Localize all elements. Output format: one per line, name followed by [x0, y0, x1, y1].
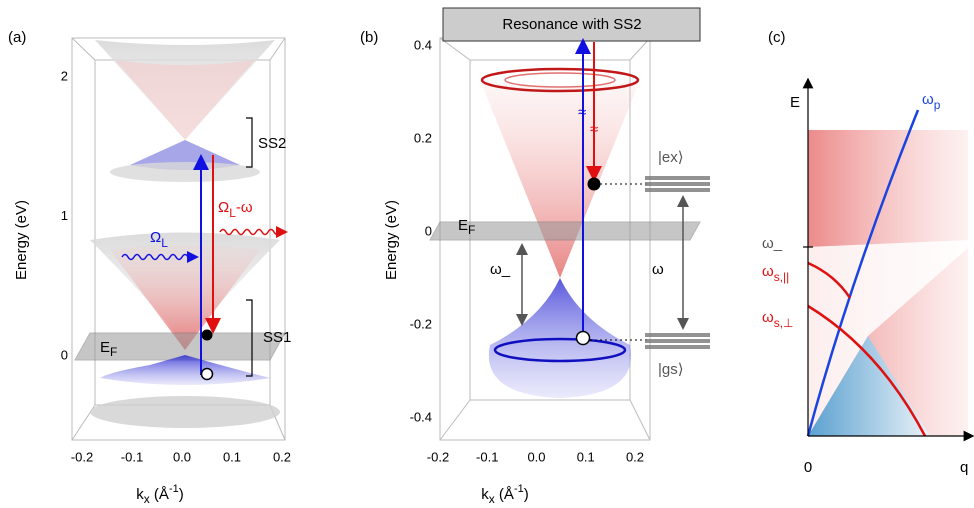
approx-blue: ≈: [578, 104, 586, 121]
ef-label: EF: [100, 339, 117, 359]
bulk-red: [110, 245, 260, 350]
panel-b: (b) Resonance with SS2 ≈ ≈ |ex⟩ |gs⟩ ω ω…: [360, 7, 710, 506]
x-tick-label: 0.2: [273, 449, 291, 464]
electron: [201, 329, 213, 341]
hole: [200, 367, 214, 381]
x-tick-label: 0.2: [626, 449, 644, 464]
panel-label: (b): [360, 29, 378, 46]
x-tick-label: -0.2: [71, 449, 93, 464]
panel-label: (c): [768, 29, 786, 46]
emission-wave: [219, 226, 288, 238]
ticks: 0 1 2 -0.2 -0.1 0.0 0.1 0.2: [61, 68, 291, 464]
e-axis-label: E: [790, 94, 800, 111]
y-tick-label: 0.4: [414, 37, 432, 52]
y-tick-label: 2: [61, 68, 68, 83]
x-tick-label: 0.1: [577, 449, 595, 464]
dirac-cone-upper: [480, 80, 640, 278]
ex-level: [645, 176, 710, 192]
y-tick-label: 0.2: [414, 130, 432, 145]
panel-a: (a) SS2 SS1 EF ΩL ΩL-ω Energy (eV) kx (Å…: [8, 29, 291, 506]
omega-minus-label: ω_: [762, 235, 783, 252]
title-box: [442, 7, 701, 42]
x-axis-label: kx (Å-1): [136, 483, 183, 506]
omega-p-label: ωp: [922, 91, 941, 112]
y-tick-label: 0: [61, 347, 68, 362]
gap-region: [808, 240, 968, 436]
x-tick-label: -0.2: [427, 449, 449, 464]
approx-red: ≈: [590, 121, 598, 138]
box-frame: [439, 37, 651, 441]
ss2-bracket: [246, 117, 253, 168]
blue-region: [808, 336, 930, 436]
y-axis-label: Energy (eV): [383, 200, 400, 280]
lower-ring: [493, 337, 627, 363]
omega-label: ω: [652, 261, 664, 278]
ss1-label: SS1: [263, 329, 291, 346]
x-tick-label: -0.1: [476, 449, 498, 464]
y-tick-label: 1: [61, 208, 68, 223]
upper-ring: [480, 67, 640, 93]
ex-label: |ex⟩: [658, 149, 684, 166]
panel-label: (a): [8, 29, 26, 46]
y-axis-label: Energy (eV): [13, 200, 30, 280]
omega-s-par-label: ωs,||: [762, 263, 789, 284]
gs-label: |gs⟩: [658, 361, 684, 378]
fermi-plane: [429, 221, 701, 241]
omega-minus-label: ω_: [490, 261, 511, 278]
q-axis-label: q: [960, 459, 968, 476]
x-axis-label: kx (Å-1): [481, 483, 528, 506]
plasmon-curve: [806, 109, 920, 437]
origin-label: 0: [804, 459, 812, 476]
upper-cone-red: [115, 60, 255, 140]
ss1-bracket: [246, 299, 253, 377]
title: Resonance with SS2: [502, 16, 641, 33]
electron: [587, 177, 601, 191]
y-tick-label: -0.4: [410, 409, 432, 424]
ss1-blue: [100, 355, 270, 385]
omega-l-minus-label: ΩL-ω: [218, 199, 253, 220]
ticks: 0.4 0.2 0 -0.2 -0.4 -0.2 -0.1 0.0 0.1 0.2: [410, 37, 644, 464]
ss2-gray: [110, 162, 260, 182]
panel-c: (c) E q 0 ωp ω_ ωs,|| ωs,⊥: [762, 29, 974, 476]
x-tick-label: 0.1: [223, 449, 241, 464]
x-tick-label: -0.1: [121, 449, 143, 464]
bottom-gray: [90, 396, 280, 428]
x-tick-label: 0.0: [173, 449, 191, 464]
omega-l-label: ΩL: [150, 229, 168, 250]
surface-perp-curve: [807, 304, 927, 437]
ef-label: EF: [458, 217, 475, 237]
pump-wave: [121, 251, 199, 263]
x-tick-label: 0.0: [527, 449, 545, 464]
y-tick-label: -0.2: [410, 316, 432, 331]
upper-ring-inner: [504, 72, 616, 88]
ss2-label: SS2: [258, 135, 286, 152]
omega-s-perp-label: ωs,⊥: [762, 309, 794, 330]
surface-par-curve: [807, 261, 852, 299]
hole: [575, 330, 591, 346]
y-tick-label: 0: [425, 223, 432, 238]
gs-level: [645, 333, 710, 349]
